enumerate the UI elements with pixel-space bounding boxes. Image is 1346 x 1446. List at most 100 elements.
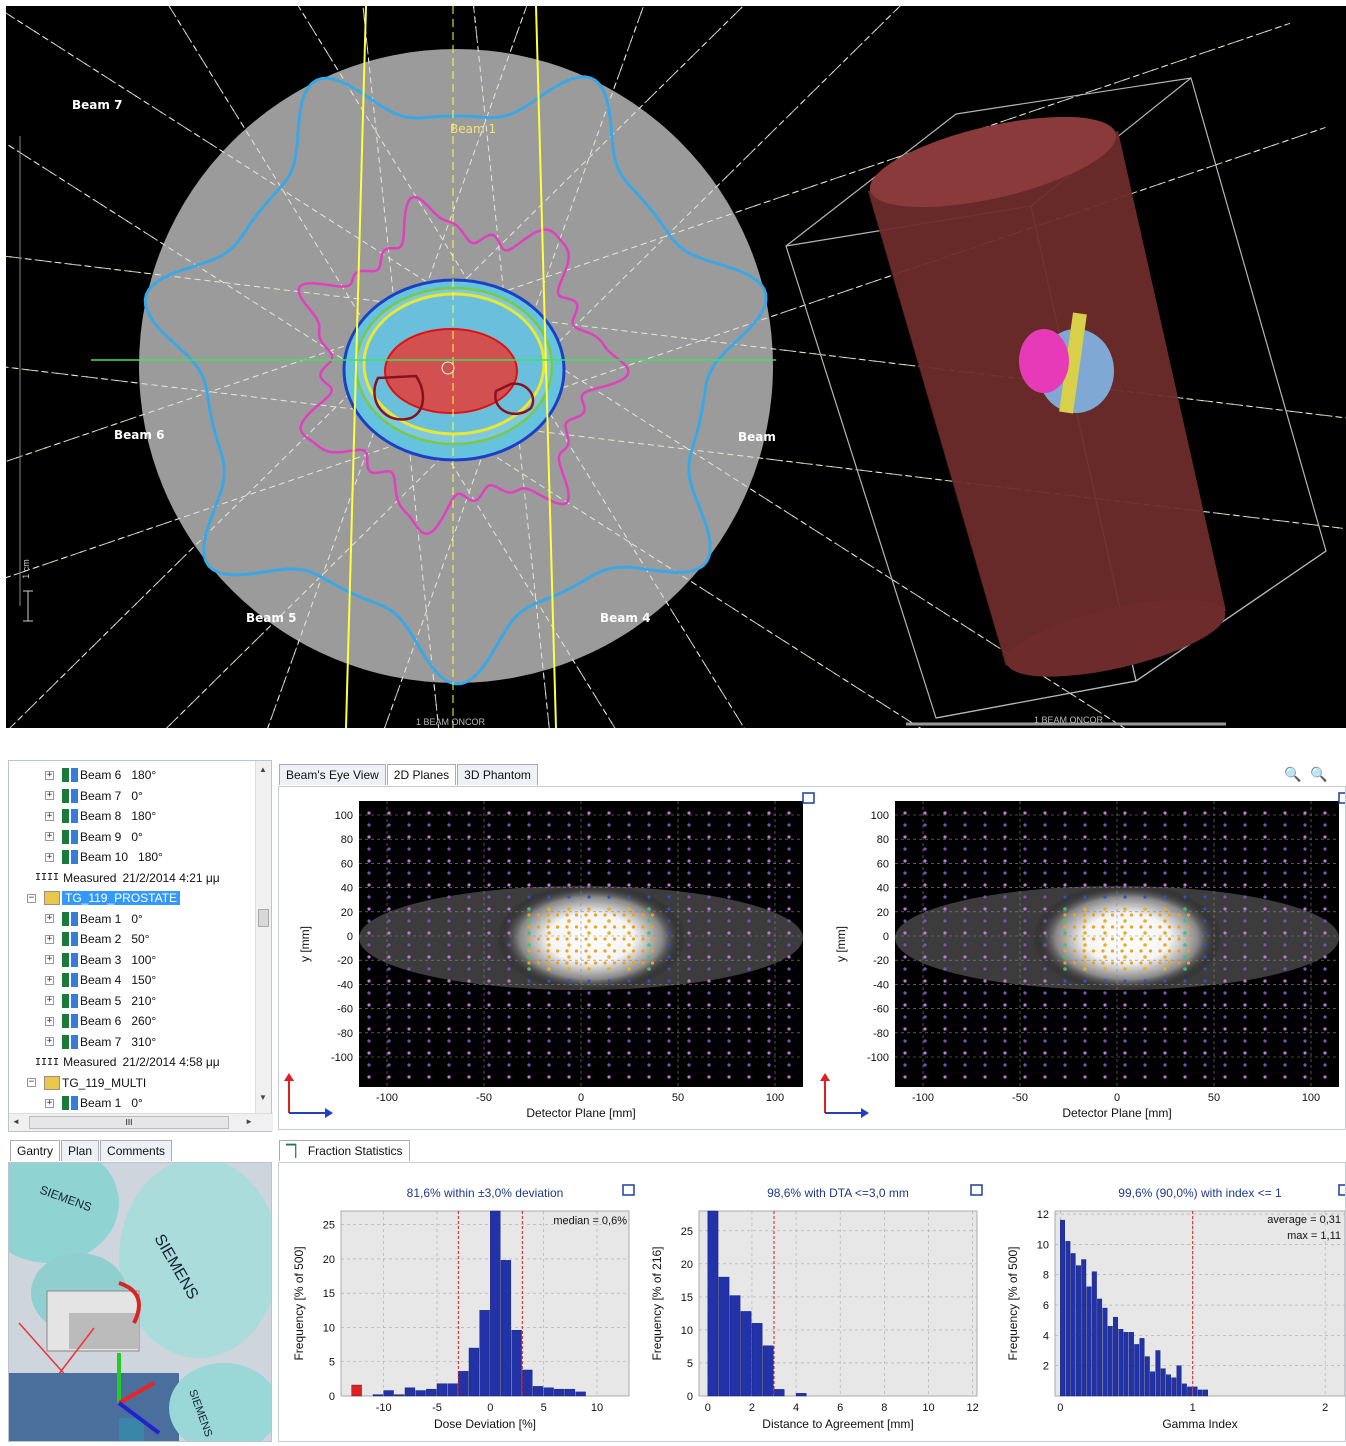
expand-icon[interactable]: + — [45, 810, 54, 821]
histogram-bar — [1134, 1344, 1140, 1397]
y-tick-label: -100 — [867, 1052, 889, 1064]
beam-label: Beam 7 — [80, 1034, 122, 1049]
scroll-up-icon[interactable]: ▲ — [259, 765, 267, 774]
dose-distribution-canvas[interactable] — [6, 6, 1346, 728]
x-tick-label: 5 — [541, 1402, 547, 1414]
y-tick-label: 20 — [341, 907, 353, 919]
x-tick-label: 50 — [1208, 1092, 1220, 1104]
tree-item-beam[interactable]: + Beam 10 180° — [45, 847, 163, 867]
expand-icon[interactable]: + — [45, 790, 54, 800]
expand-icon[interactable]: + — [45, 954, 54, 964]
scroll-left-icon[interactable]: ◄ — [12, 1117, 20, 1126]
histogram-bar — [532, 1386, 544, 1397]
beam-label: Beam 2 — [80, 932, 122, 946]
tree-item-beam[interactable]: + Beam 5 210° — [45, 991, 156, 1011]
tree-item-beam[interactable]: + Beam 4 150° — [45, 970, 156, 990]
beam-icon — [62, 932, 78, 946]
tree-item-beam[interactable]: + Beam 6 180° — [45, 765, 156, 785]
measured-date: 21/2/2014 4:21 μμ — [122, 870, 220, 885]
zoom-in-icon[interactable]: 🔍 — [1284, 766, 1302, 782]
collapse-icon[interactable]: − — [27, 1077, 36, 1087]
planes-canvas[interactable]: 100 80 60 40 20 0 -20 -40 -60 -80 -100 -100 -50 0 50 10… — [279, 787, 1346, 1129]
measured-date: 21/2/2014 4:58 μμ — [122, 1055, 220, 1069]
expand-icon[interactable]: + — [45, 913, 54, 923]
histogram-bar — [795, 1393, 807, 1397]
expand-icon[interactable]: + — [45, 1015, 54, 1026]
x-tick-label: -5 — [432, 1402, 442, 1414]
tree-item-beam[interactable]: + Beam 7 310° — [45, 1032, 156, 1052]
beam-label: Beam 1 — [80, 1096, 122, 1110]
histogram-bar — [1144, 1356, 1150, 1397]
histogram-bar — [1097, 1298, 1103, 1397]
tree-item-beam[interactable]: + Beam 7 0° — [45, 786, 143, 806]
beam-icon — [62, 809, 78, 823]
zoom-out-icon[interactable]: 🔍 — [1310, 766, 1328, 782]
y-tick-label: 10 — [681, 1325, 693, 1337]
tab-3d-phantom[interactable]: 3D Phantom — [457, 764, 538, 785]
histogram-bar — [1150, 1371, 1156, 1397]
tree-vscrollbar[interactable]: ▲ ▼ — [255, 761, 271, 1113]
beam-angle: 0° — [131, 1096, 143, 1110]
expand-icon[interactable]: + — [45, 974, 54, 985]
y-tick-label: 6 — [1043, 1300, 1049, 1312]
collapse-icon[interactable]: − — [27, 892, 36, 903]
scroll-down-icon[interactable]: ▼ — [259, 1093, 267, 1102]
histogram-bar — [718, 1276, 730, 1397]
scroll-thumb[interactable] — [258, 909, 269, 927]
y-tick-label: -80 — [873, 1028, 889, 1040]
gantry-tabs[interactable]: Gantry Plan Comments — [10, 1140, 173, 1161]
scale-label: 1 cm — [20, 559, 31, 579]
stat-annotation: average = 0,31 — [1267, 1214, 1341, 1226]
tab-gantry[interactable]: Gantry — [10, 1140, 61, 1161]
treatment-planning-view[interactable]: Beam 7 Beam 1 Beam 6 Beam Beam 5 Beam 4 … — [6, 6, 1346, 728]
beam-label: Beam 1 — [80, 911, 122, 926]
tree-item-beam[interactable]: + Beam 1 0° — [45, 909, 143, 929]
y-tick-label: 60 — [341, 858, 353, 870]
plan-tree[interactable]: + Beam 6 180° + Beam 7 0° + Beam 8 180° + Beam 9 0°… — [8, 760, 273, 1132]
phantom-3d-view[interactable] — [785, 77, 1327, 726]
tree-item-beam[interactable]: + Beam 2 50° — [45, 929, 150, 949]
y-axis-label: Frequency [% of 500] — [292, 1246, 306, 1360]
beam-angle: 0° — [131, 911, 143, 926]
histogram-bar — [762, 1345, 774, 1397]
stats-tabs[interactable]: ▔▏ Fraction Statistics — [279, 1140, 411, 1161]
measurement-icon: IIII — [35, 872, 60, 883]
y-tick-label: 25 — [323, 1220, 335, 1232]
tree-item-beam[interactable]: + Beam 3 100° — [45, 950, 156, 970]
tree-item-plan[interactable]: − TG_119_PROSTATE — [27, 888, 181, 908]
histogram-1: 0 5 10 15 20 25 -10 -5 0 5 10 81,6% within ±3,0% de… — [292, 1184, 635, 1431]
tree-item-beam[interactable]: + Beam 6 260° — [45, 1011, 156, 1031]
tab-plan[interactable]: Plan — [61, 1140, 100, 1161]
x-tick-label: 50 — [672, 1092, 684, 1104]
expand-icon[interactable]: + — [45, 769, 54, 780]
histogram-bar — [447, 1383, 458, 1397]
scroll-right-icon[interactable]: ► — [245, 1117, 253, 1126]
y-tick-label: 100 — [871, 810, 889, 822]
tree-item-measured[interactable]: IIII Measured 21/2/2014 4:21 μμ — [35, 868, 220, 888]
expand-icon[interactable]: + — [45, 851, 54, 862]
tree-item-measured[interactable]: IIII Measured 21/2/2014 4:58 μμ — [35, 1052, 220, 1072]
tab-beam-s-eye-view[interactable]: Beam's Eye View — [279, 764, 386, 785]
tab-comments[interactable]: Comments — [100, 1140, 173, 1161]
tab-2d-planes[interactable]: 2D Planes — [386, 764, 457, 785]
beam-label: Beam 3 — [80, 952, 122, 967]
tree-hscrollbar[interactable]: ◄ III ► — [9, 1113, 273, 1131]
hscroll-thumb[interactable]: III — [29, 1116, 229, 1129]
planes-panel: 100 80 60 40 20 0 -20 -40 -60 -80 -100 -100 -50 0 50 10… — [278, 786, 1346, 1130]
expand-icon[interactable]: + — [45, 933, 54, 944]
x-tick-label: 10 — [922, 1402, 934, 1414]
histogram-bar — [468, 1347, 480, 1397]
expand-icon[interactable]: + — [45, 831, 54, 841]
expand-icon[interactable]: + — [45, 1097, 54, 1108]
tree-item-beam[interactable]: + Beam 9 0° — [45, 827, 143, 847]
maximize-icon — [622, 1184, 635, 1196]
expand-icon[interactable]: + — [45, 995, 54, 1005]
expand-icon[interactable]: + — [45, 1036, 54, 1046]
tree-item-beam[interactable]: + Beam 8 180° — [45, 806, 156, 826]
tab-fraction-statistics[interactable]: ▔▏ Fraction Statistics — [279, 1140, 410, 1161]
tree-item-plan[interactable]: − TG_119_MULTI — [27, 1073, 146, 1093]
histogram-bar — [1139, 1338, 1145, 1397]
tree-item-beam[interactable]: + Beam 1 0° — [45, 1093, 143, 1113]
gantry-view[interactable]: SIEMENS SIEMENS SIEMENS — [8, 1162, 272, 1442]
view-tabs[interactable]: Beam's Eye View 2D Planes 3D Phantom — [279, 764, 539, 785]
